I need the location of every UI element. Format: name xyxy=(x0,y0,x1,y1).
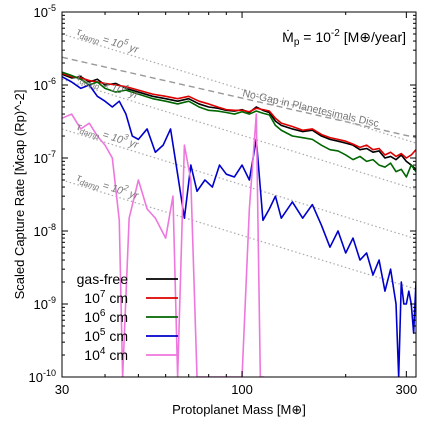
series-line-3 xyxy=(62,75,416,377)
y-tick-exp: -8 xyxy=(48,222,56,232)
series-line-1 xyxy=(62,72,416,159)
legend-unit: cm xyxy=(105,347,128,363)
y-tick-base: 10 xyxy=(34,151,48,166)
y-tick-exp: -7 xyxy=(48,149,56,159)
y-tick-base: 10 xyxy=(34,297,48,312)
x-tick-label-0: 30 xyxy=(55,382,69,397)
y-tick-base: 10 xyxy=(34,5,48,20)
legend-exp: 5 xyxy=(100,327,106,338)
legend-exp: 6 xyxy=(100,308,106,319)
tau-unit: yr xyxy=(125,87,140,102)
legend-exp: 7 xyxy=(100,289,106,300)
reference-label-1: τdamp = 105 yr xyxy=(75,23,141,58)
y-tick-base: 10 xyxy=(34,78,48,93)
reference-line-1 xyxy=(62,33,416,144)
legend-exp: 4 xyxy=(100,346,106,357)
legend-label-1: 107 cm xyxy=(84,289,128,306)
tau-exponent: 4 xyxy=(123,82,130,92)
title-sup: -2 xyxy=(331,28,340,39)
y-tick-base: 10 xyxy=(34,224,48,239)
series-line-0 xyxy=(62,73,416,170)
series-line-2 xyxy=(62,71,416,178)
title-prefix: Ṁ xyxy=(282,28,294,45)
y-tick-label-4: 10-6 xyxy=(34,76,56,93)
tau-symbol: τ xyxy=(75,121,83,134)
y-tick-base: 10 xyxy=(29,370,43,385)
tau-equals: = 10 xyxy=(98,33,124,51)
legend-base: 10 xyxy=(84,347,100,363)
legend-label-4: 104 cm xyxy=(84,346,128,363)
title-mid: = 10 xyxy=(299,29,331,45)
title-sub: p xyxy=(294,37,300,48)
tau-subscript: damp xyxy=(79,32,101,47)
series-lines xyxy=(62,71,416,377)
legend-base: 10 xyxy=(84,290,100,306)
reference-line-2 xyxy=(62,78,416,191)
tau-symbol: τ xyxy=(75,26,83,39)
y-tick-exp: -6 xyxy=(48,76,56,86)
y-tick-exp: -9 xyxy=(48,295,56,305)
legend-label-3: 105 cm xyxy=(84,327,128,344)
reference-line-0 xyxy=(62,56,416,139)
tau-symbol: τ xyxy=(75,71,83,84)
reference-lines xyxy=(62,33,416,290)
reference-label-4: τdamp = 102 yr xyxy=(75,169,141,204)
reference-label-3: τdamp = 103 yr xyxy=(75,118,141,153)
y-tick-label-3: 10-7 xyxy=(34,149,56,166)
legend-unit: cm xyxy=(105,290,128,306)
tau-unit: yr xyxy=(125,136,140,151)
tau-subscript: damp xyxy=(79,127,101,142)
tau-subscript: damp xyxy=(79,178,101,193)
tau-symbol: τ xyxy=(75,172,83,185)
y-tick-exp: -5 xyxy=(48,3,56,13)
reference-line-3 xyxy=(62,128,416,240)
legend-label-0: gas-free xyxy=(77,271,129,287)
chart-title: Ṁp = 10-2 [M⊕/year] xyxy=(282,28,406,48)
legend-base: 10 xyxy=(84,309,100,325)
legend-label-2: 106 cm xyxy=(84,308,128,325)
tau-unit: yr xyxy=(125,41,140,56)
tau-exponent: 2 xyxy=(122,183,130,193)
y-tick-exp: -10 xyxy=(43,368,56,378)
tau-exponent: 5 xyxy=(123,37,130,47)
y-tick-label-1: 10-9 xyxy=(34,295,56,312)
legend-base: 10 xyxy=(84,328,100,344)
y-tick-label-5: 10-5 xyxy=(34,3,56,20)
y-tick-label-0: 10-10 xyxy=(29,368,56,385)
tau-equals: = 10 xyxy=(98,128,124,147)
plot-frame xyxy=(61,11,417,378)
title-suffix: [M⊕/year] xyxy=(340,29,406,45)
series-line-4 xyxy=(62,113,265,377)
y-axis-label: Scaled Capture Rate [Ṁcap (Rp)^-2] xyxy=(12,90,27,300)
reference-line-4 xyxy=(62,179,416,290)
tau-equals: = 10 xyxy=(98,78,124,97)
tau-exponent: 3 xyxy=(123,132,130,142)
x-tick-label-1: 100 xyxy=(231,382,253,397)
tau-unit: yr xyxy=(125,187,140,202)
legend-unit: cm xyxy=(105,309,128,325)
x-axis-label: Protoplanet Mass [M⊕] xyxy=(172,402,306,417)
legend-base: gas-free xyxy=(77,271,129,287)
y-tick-label-2: 10-8 xyxy=(34,222,56,239)
legend-unit: cm xyxy=(105,328,128,344)
x-tick-label-2: 300 xyxy=(395,382,417,397)
tau-equals: = 10 xyxy=(98,179,124,197)
